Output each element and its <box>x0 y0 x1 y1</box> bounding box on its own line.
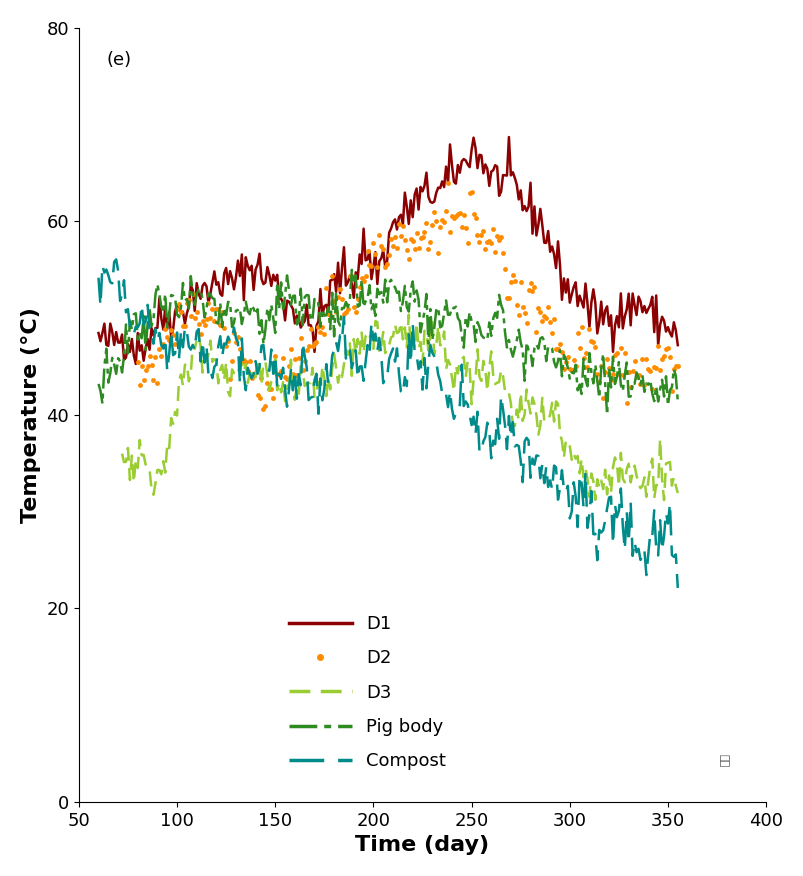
X-axis label: Time (day): Time (day) <box>355 835 489 855</box>
Text: 용량: 용량 <box>717 754 728 767</box>
Y-axis label: Temperature (°C): Temperature (°C) <box>21 307 41 523</box>
Text: (e): (e) <box>106 51 132 69</box>
Legend: D1, D2, D3, Pig body, Compost: D1, D2, D3, Pig body, Compost <box>281 608 453 777</box>
